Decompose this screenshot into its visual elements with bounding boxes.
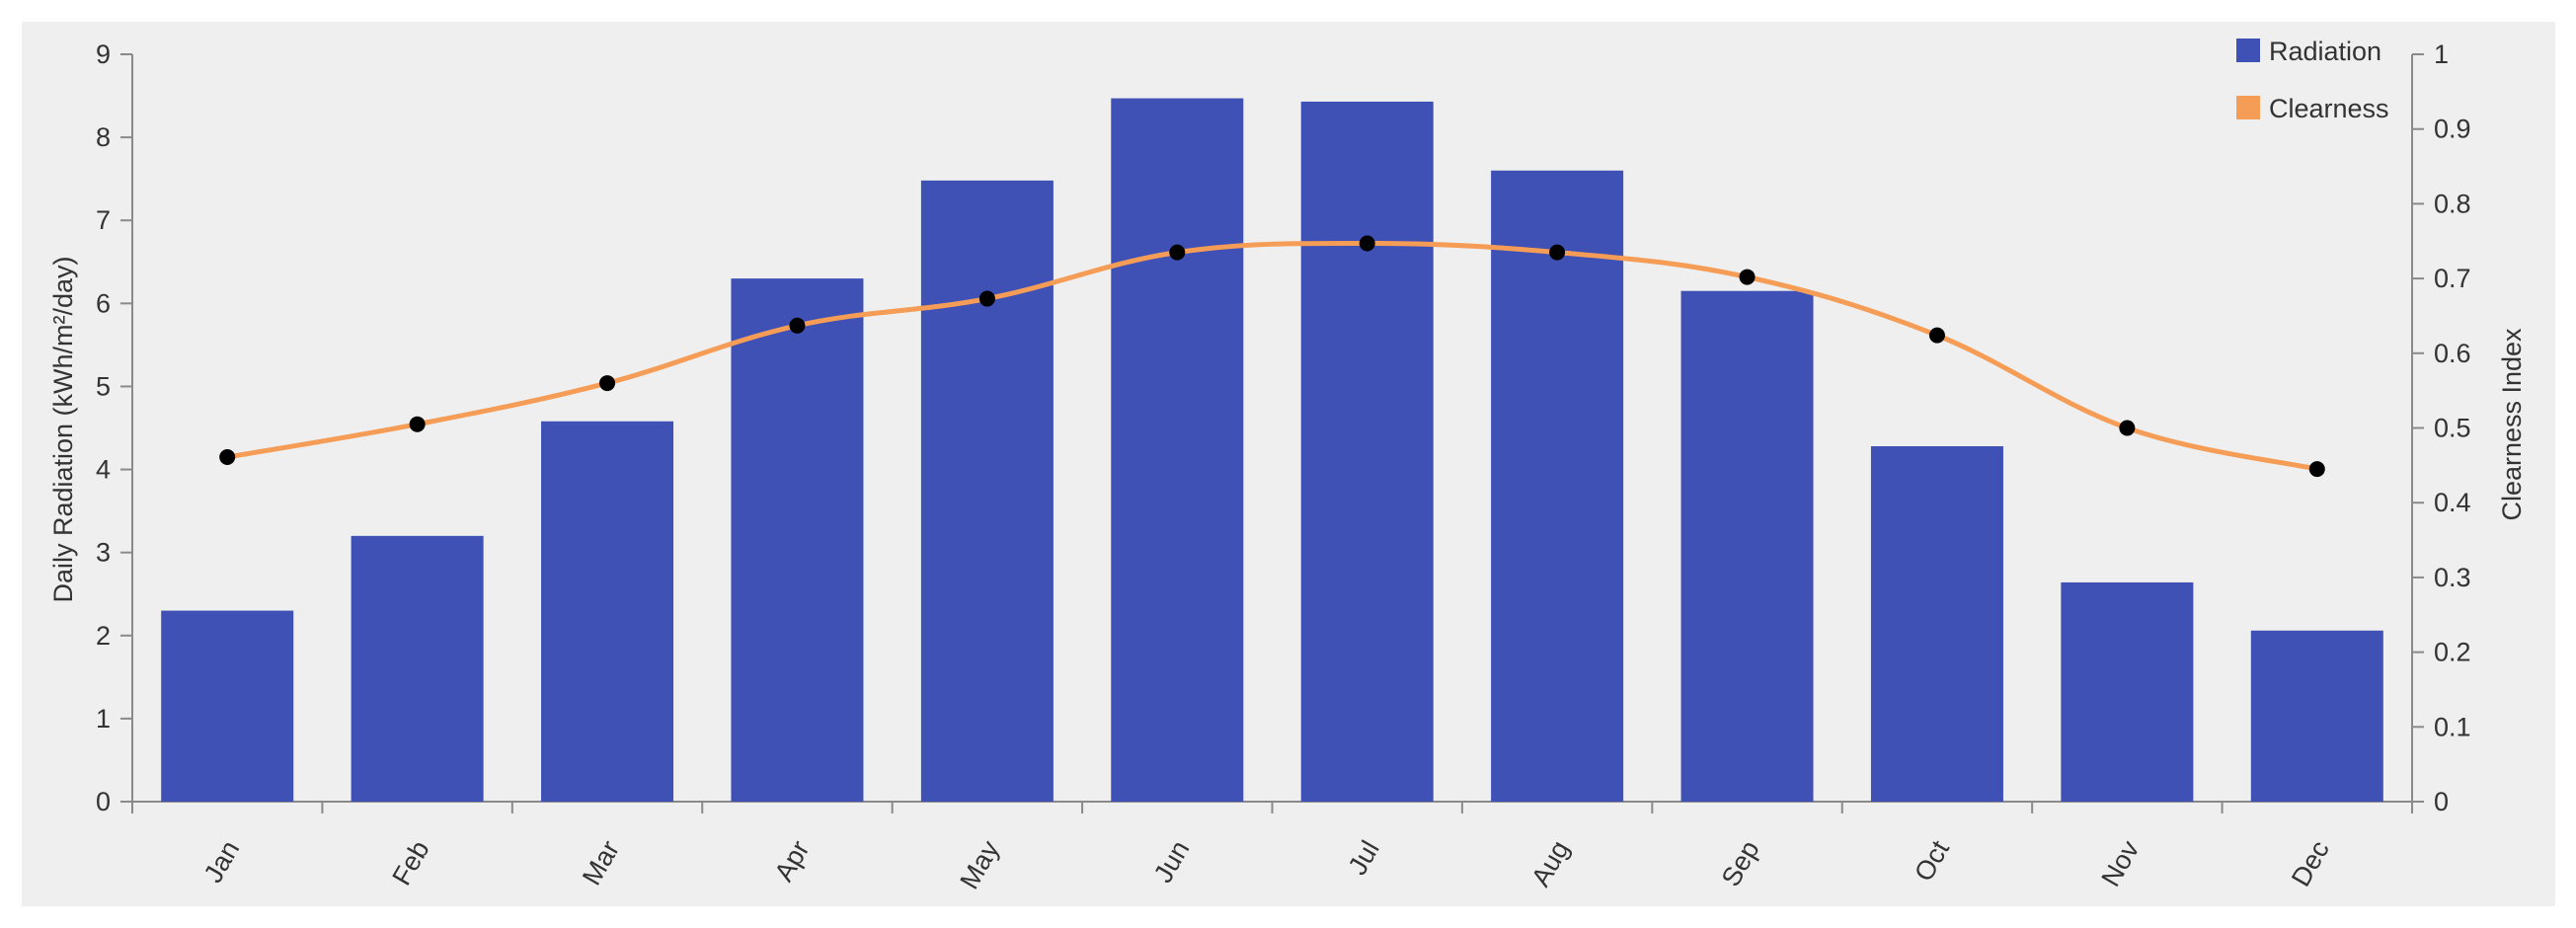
y2-axis-title: Clearness Index	[2497, 328, 2527, 521]
marker-clearness	[409, 416, 426, 432]
marker-clearness	[1739, 269, 1756, 285]
legend-swatch-clearness	[2236, 96, 2260, 119]
bars-layer	[161, 98, 2383, 803]
legend-swatch-radiation	[2236, 39, 2260, 62]
bar-radiation	[2061, 581, 2194, 802]
x-tick-label: Mar	[577, 835, 625, 889]
y-tick-label: 1	[96, 704, 111, 734]
x-tick-label: Feb	[387, 835, 435, 889]
y2-tick-label: 0.3	[2434, 563, 2471, 592]
x-tick-label: Aug	[1525, 835, 1575, 891]
y2-tick-label: 0.4	[2434, 488, 2471, 517]
y2-tick-label: 0.9	[2434, 115, 2471, 144]
x-tick-label: Nov	[2096, 835, 2146, 891]
y2-tick-label: 0.7	[2434, 264, 2471, 293]
y2-tick-label: 0.2	[2434, 638, 2471, 667]
y2-tick-label: 0.8	[2434, 189, 2471, 218]
marker-clearness	[599, 375, 616, 392]
marker-clearness	[1169, 244, 1186, 261]
y-axis-title: Daily Radiation (kWh/m²/day)	[48, 256, 78, 602]
bar-radiation	[161, 610, 294, 802]
bar-radiation	[2250, 630, 2383, 802]
x-tick-label: May	[955, 835, 1006, 894]
x-tick-label: Oct	[1909, 835, 1955, 887]
legend-label-radiation: Radiation	[2269, 37, 2381, 66]
x-tick-label: Jun	[1148, 835, 1196, 888]
y-tick-label: 7	[96, 205, 111, 235]
bar-radiation	[731, 278, 864, 803]
legend-label-clearness: Clearness	[2269, 94, 2389, 123]
x-tick-label: Jul	[1343, 835, 1385, 880]
line-clearness	[226, 240, 2318, 472]
bar-radiation	[1680, 290, 1814, 802]
bar-radiation	[1870, 446, 2003, 802]
y2-tick-label: 0	[2434, 787, 2449, 816]
x-tick-label: Apr	[769, 835, 816, 886]
y2-tick-label: 1	[2434, 39, 2449, 69]
marker-clearness	[978, 290, 995, 307]
y-tick-label: 9	[96, 39, 111, 69]
y-tick-label: 8	[96, 122, 111, 152]
bar-radiation	[1300, 101, 1434, 802]
marker-clearness	[2308, 461, 2325, 478]
marker-clearness	[2119, 420, 2136, 436]
y-tick-label: 2	[96, 621, 111, 651]
line-layer	[219, 235, 2325, 478]
bar-radiation	[1111, 98, 1244, 803]
marker-clearness	[1928, 327, 1945, 344]
x-tick-label: Jan	[198, 835, 246, 888]
y-tick-label: 0	[96, 787, 111, 816]
marker-clearness	[1359, 235, 1375, 252]
marker-clearness	[789, 317, 806, 334]
x-tick-label: Dec	[2286, 835, 2335, 891]
legend: Radiation Clearness	[2236, 37, 2389, 123]
y-tick-label: 6	[96, 288, 111, 318]
y2-tick-label: 0.5	[2434, 414, 2471, 443]
bar-radiation	[920, 180, 1054, 803]
marker-clearness	[219, 449, 236, 466]
y-tick-label: 3	[96, 538, 111, 568]
y2-tick-label: 0.6	[2434, 339, 2471, 368]
axes-layer	[120, 53, 2424, 813]
bar-radiation	[351, 535, 484, 802]
y2-tick-label: 0.1	[2434, 712, 2471, 741]
bar-radiation	[1491, 170, 1624, 802]
y-tick-label: 4	[96, 455, 111, 485]
x-tick-label: Sep	[1716, 835, 1765, 891]
marker-clearness	[1549, 244, 1566, 261]
bar-radiation	[541, 421, 674, 802]
y-tick-label: 5	[96, 371, 111, 401]
